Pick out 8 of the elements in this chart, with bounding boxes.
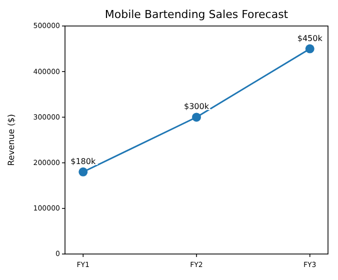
data-label: $180k [70, 156, 96, 166]
point [192, 112, 201, 122]
y-axis-title: Revenue ($) [7, 114, 17, 166]
data-label: $300k [184, 102, 210, 112]
chart-title: Mobile Bartending Sales Forecast [104, 8, 289, 21]
data-label: $450k [297, 34, 323, 43]
point [305, 44, 314, 54]
point [78, 167, 88, 176]
